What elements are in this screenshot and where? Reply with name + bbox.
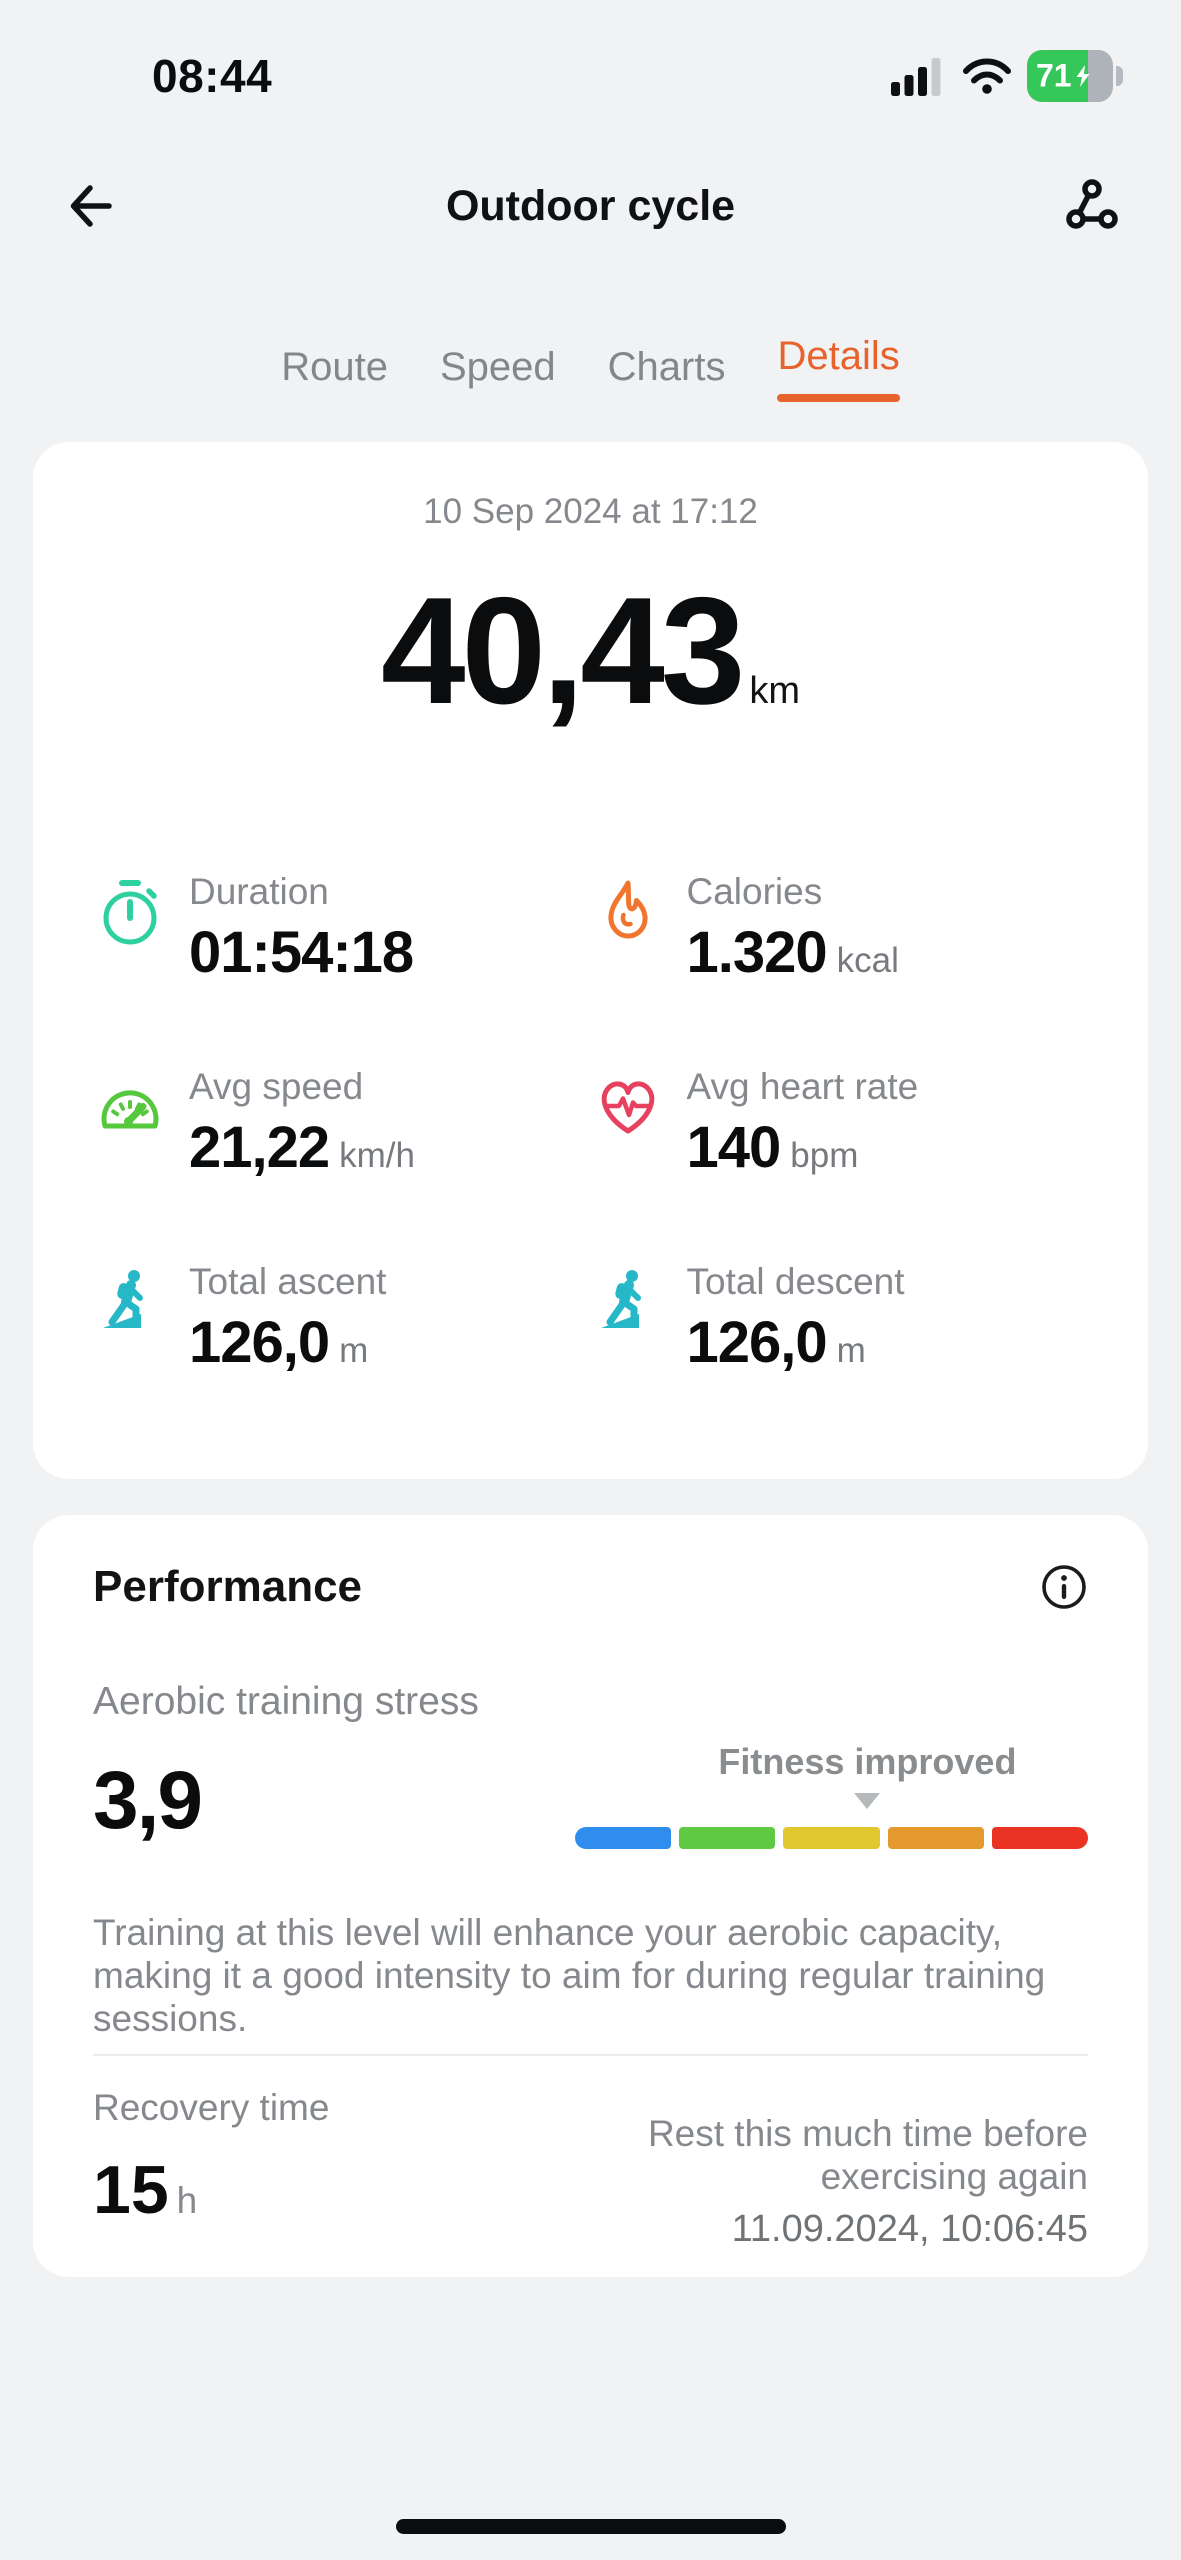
stat-value: 21,22 — [189, 1115, 330, 1180]
session-datetime: 10 Sep 2024 at 17:12 — [423, 492, 758, 531]
training-stress-gauge: Fitness improved — [575, 1741, 1089, 1849]
gauge-segment-yellow — [783, 1827, 880, 1849]
hiker-descent-icon — [600, 1270, 641, 1328]
divider — [93, 2054, 1088, 2056]
heart-rate-icon — [601, 1081, 654, 1134]
tab-speed-label: Speed — [440, 345, 556, 389]
stat-label: Total ascent — [189, 1261, 387, 1302]
performance-card: Performance Aerobic training stress 3,9 … — [33, 1515, 1148, 2277]
workout-summary-card: 10 Sep 2024 at 17:12 40,43 km Duration 01… — [33, 442, 1148, 1479]
gauge-segment-red — [991, 1827, 1089, 1849]
stat-value: 126,0 — [189, 1310, 330, 1375]
training-stress-description: Training at this level will enhance your… — [93, 1912, 1046, 2039]
distance-unit: km — [749, 670, 801, 712]
recovery-section: Recovery time 15 h Rest this much time be… — [93, 2056, 1088, 2251]
home-indicator[interactable] — [395, 2519, 786, 2534]
stat-avg-heart-rate: Avg heart rate 140 bpm — [591, 1065, 1089, 1196]
tab-route-label: Route — [281, 345, 388, 389]
tab-charts-label: Charts — [607, 345, 726, 389]
distance-value: 40,43 — [380, 566, 745, 736]
gauge-segment-green — [679, 1827, 776, 1849]
stat-duration: Duration 01:54:18 — [93, 870, 591, 1001]
gauge-segment-orange — [887, 1827, 984, 1849]
tab-speed[interactable]: Speed — [440, 332, 556, 402]
route-path-icon — [1066, 179, 1118, 229]
gauge-label: Fitness improved — [718, 1741, 1017, 1782]
battery-icon: 71 — [1027, 50, 1123, 102]
recovery-note: Rest this much time before exercising ag… — [647, 2113, 1088, 2197]
charging-bolt-icon — [1076, 65, 1090, 87]
tab-details-label: Details — [777, 334, 900, 378]
stat-value: 1.320 — [686, 920, 828, 985]
back-arrow-icon — [70, 185, 112, 227]
stat-unit: m — [836, 1331, 866, 1370]
stat-unit: km/h — [339, 1136, 416, 1175]
stat-label: Calories — [686, 871, 823, 912]
stat-value: 01:54:18 — [189, 920, 414, 985]
performance-info-button[interactable] — [1040, 1563, 1088, 1611]
battery-percent: 71 — [1036, 57, 1072, 94]
total-distance: 40,43 km — [93, 575, 1088, 774]
stat-calories: Calories 1.320 kcal — [591, 870, 1089, 1001]
gauge-segment-blue — [575, 1827, 672, 1849]
stat-label: Avg heart rate — [686, 1066, 919, 1107]
stat-value: 140 — [686, 1115, 782, 1180]
cellular-signal-icon — [891, 58, 941, 96]
recovery-timestamp: 11.09.2024, 10:06:45 — [731, 2208, 1088, 2250]
page-title: Outdoor cycle — [445, 181, 736, 230]
stat-unit: kcal — [836, 941, 899, 980]
status-time: 08:44 — [152, 50, 273, 102]
stat-unit: bpm — [790, 1136, 859, 1175]
gauge-pointer-icon — [854, 1793, 881, 1809]
flame-icon — [607, 880, 648, 939]
stat-unit: m — [339, 1331, 369, 1370]
active-tab-underline — [777, 394, 900, 402]
tab-charts[interactable]: Charts — [608, 332, 726, 402]
stat-total-descent: Total descent 126,0 m — [591, 1260, 1089, 1391]
performance-title: Performance — [93, 1562, 363, 1611]
tab-details[interactable]: Details — [777, 332, 900, 402]
stat-total-ascent: Total ascent 126,0 m — [93, 1260, 591, 1391]
stat-label: Total descent — [686, 1261, 905, 1302]
recovery-time-label: Recovery time — [93, 2087, 330, 2128]
aerobic-training-stress-value: 3,9 — [93, 1755, 203, 1846]
battery-nub — [1116, 66, 1123, 86]
performance-header: Performance — [93, 1561, 1088, 1613]
back-button[interactable] — [62, 179, 116, 233]
stat-avg-speed: Avg speed 21,22 km/h — [93, 1065, 591, 1196]
status-bar: 08:44 71 — [0, 0, 1181, 112]
tab-bar: Route Speed Charts Details — [0, 332, 1181, 402]
gauge-bar — [575, 1827, 1089, 1849]
status-icons: 71 — [891, 50, 1123, 102]
aerobic-training-stress-label: Aerobic training stress — [93, 1680, 479, 1723]
tab-route[interactable]: Route — [281, 332, 388, 402]
info-icon — [1042, 1565, 1086, 1609]
stat-label: Avg speed — [189, 1066, 364, 1107]
nav-header: Outdoor cycle — [0, 160, 1181, 252]
stats-grid: Duration 01:54:18 Calories 1.320 kcal — [93, 870, 1088, 1391]
route-share-button[interactable] — [1061, 177, 1119, 235]
aerobic-training-stress-row: 3,9 Fitness improved — [93, 1739, 1089, 1849]
recovery-time-unit: h — [176, 2180, 198, 2221]
stopwatch-icon — [103, 880, 157, 945]
recovery-time-value: 15 — [93, 2152, 169, 2228]
hiker-ascent-icon — [103, 1270, 143, 1328]
stat-value: 126,0 — [686, 1310, 828, 1375]
wifi-icon — [963, 58, 1011, 94]
stat-label: Duration — [189, 871, 329, 912]
speedometer-icon — [101, 1090, 159, 1129]
